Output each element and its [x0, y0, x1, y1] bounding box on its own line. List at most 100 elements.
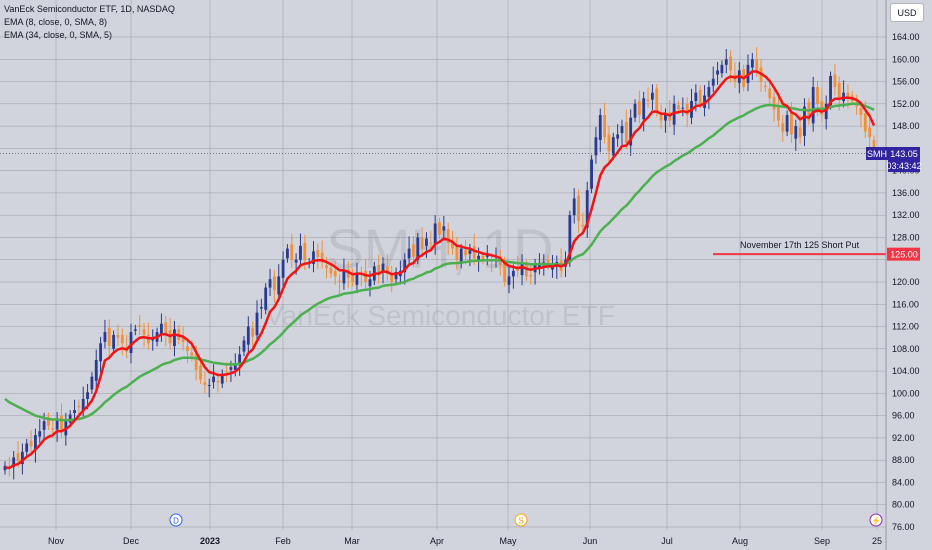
- candle: [255, 300, 259, 342]
- candle: [55, 412, 59, 442]
- candle: [642, 91, 646, 132]
- candle: [394, 267, 398, 284]
- candle: [351, 268, 355, 287]
- candle: [824, 95, 828, 130]
- candle: [672, 95, 676, 135]
- candle: [320, 240, 324, 269]
- bar-countdown-text: 03:43:42: [886, 161, 921, 171]
- candle: [659, 104, 663, 129]
- price-tick-label: 96.00: [892, 411, 915, 421]
- candle: [581, 212, 585, 233]
- price-tick-label: 84.00: [892, 477, 915, 487]
- price-tick-label: 80.00: [892, 500, 915, 510]
- price-tick-label: 132.00: [892, 210, 920, 220]
- time-tick-label: Feb: [275, 536, 291, 546]
- candle: [160, 313, 163, 342]
- price-axis[interactable]: 164.00160.00156.00152.00148.00140.00136.…: [892, 32, 920, 532]
- candle: [859, 101, 863, 128]
- svg-text:⚡: ⚡: [871, 516, 881, 526]
- candle: [355, 262, 359, 294]
- candle: [238, 346, 242, 376]
- candle: [716, 62, 719, 85]
- candle: [329, 263, 333, 279]
- split-marker[interactable]: S: [514, 513, 528, 527]
- symbol-tag-text: SMH: [867, 149, 887, 159]
- candle: [173, 320, 176, 357]
- time-tick-label: Nov: [48, 536, 65, 546]
- candle: [25, 439, 29, 457]
- candle: [281, 251, 285, 289]
- candle: [346, 261, 350, 288]
- candle: [47, 412, 50, 431]
- candle: [572, 188, 576, 224]
- price-tick-label: 152.00: [892, 99, 920, 109]
- candle: [242, 336, 246, 357]
- candle: [459, 244, 463, 269]
- price-tick-label: 112.00: [892, 322, 919, 332]
- price-tick-label: 136.00: [892, 188, 920, 198]
- price-tick-label: 116.00: [892, 299, 919, 309]
- price-tick-label: 164.00: [892, 32, 920, 42]
- candle: [212, 364, 215, 389]
- candle: [633, 99, 637, 123]
- candle: [863, 101, 867, 139]
- candle: [763, 81, 767, 92]
- candle: [585, 181, 589, 239]
- earnings-marker[interactable]: ⚡: [869, 513, 883, 527]
- candle: [420, 227, 424, 257]
- time-tick-label: Apr: [430, 536, 444, 546]
- candle: [316, 243, 320, 270]
- candle: [624, 109, 628, 150]
- price-tick-label: 92.00: [892, 433, 915, 443]
- candle: [442, 216, 446, 239]
- candle: [377, 254, 381, 284]
- price-tick-label: 108.00: [892, 344, 920, 354]
- ema-8-line: [4, 70, 876, 470]
- time-tick-label: Jun: [583, 536, 598, 546]
- candle: [338, 274, 341, 295]
- candle: [34, 428, 37, 463]
- candle: [116, 324, 120, 347]
- candle: [220, 369, 224, 389]
- price-tick-label: 128.00: [892, 232, 920, 242]
- dividend-marker[interactable]: D: [169, 513, 183, 527]
- candle: [120, 328, 124, 356]
- price-tick-label: 160.00: [892, 54, 920, 64]
- price-tick-label: 88.00: [892, 455, 915, 465]
- price-tick-label: 156.00: [892, 77, 920, 87]
- candle: [312, 241, 315, 273]
- time-tick-label: May: [499, 536, 517, 546]
- time-axis[interactable]: Nov Dec 2023 Feb Mar Apr May Jun Jul Aug Sep 25: [48, 536, 882, 546]
- candle: [186, 339, 189, 364]
- candle: [603, 102, 607, 144]
- price-tick-label: 100.00: [892, 388, 920, 398]
- candle: [620, 119, 624, 146]
- candle: [629, 109, 633, 156]
- legend: VanEck Semiconductor ETF, 1D, NASDAQ EMA…: [4, 4, 175, 40]
- watermark-name: VanEck Semiconductor ETF: [265, 300, 615, 331]
- candle: [425, 232, 428, 259]
- candle: [594, 126, 598, 164]
- candle: [868, 119, 872, 148]
- candle: [38, 418, 42, 443]
- short-put-annotation[interactable]: November 17th 125 Short Put: [740, 240, 860, 250]
- candle: [498, 249, 502, 276]
- candle: [138, 314, 142, 335]
- lightning-icon: [869, 513, 883, 527]
- candle: [325, 256, 328, 279]
- candle: [516, 255, 520, 278]
- candle: [290, 234, 294, 269]
- time-tick-label: Sep: [814, 536, 830, 546]
- current-price-text: 143.05: [890, 149, 918, 159]
- candle: [429, 230, 433, 250]
- candle: [73, 399, 76, 422]
- candle: [520, 254, 524, 286]
- candle: [268, 268, 272, 296]
- candle: [181, 326, 185, 351]
- currency-button[interactable]: USD: [890, 3, 924, 22]
- candle: [259, 298, 263, 319]
- svg-text:S: S: [518, 517, 523, 526]
- candle: [164, 315, 168, 347]
- split-icon: [514, 513, 528, 527]
